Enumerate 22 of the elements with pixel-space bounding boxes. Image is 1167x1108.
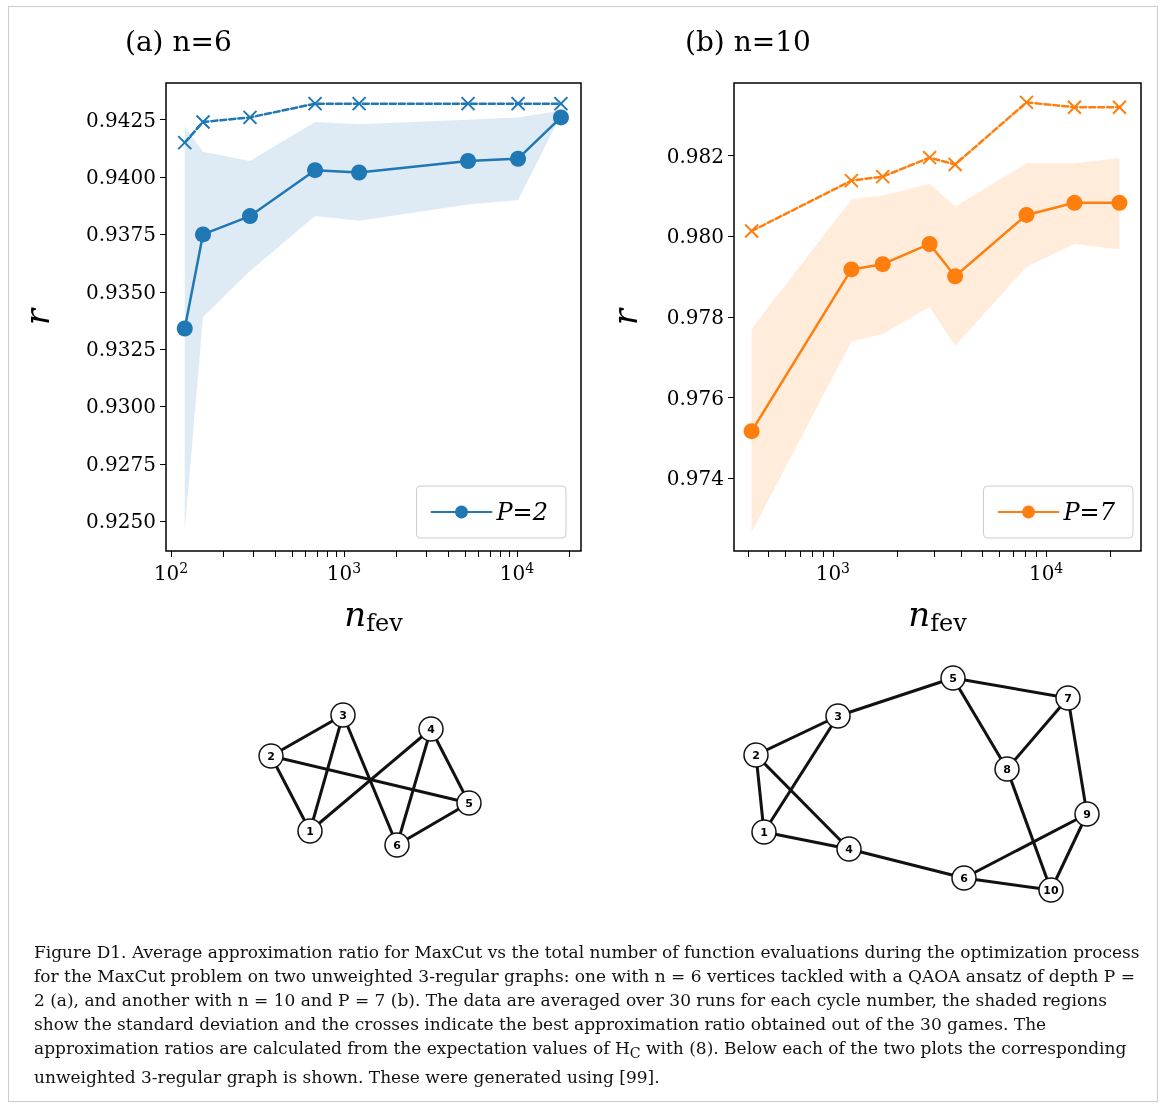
y-tick-label: 0.982: [666, 143, 724, 168]
caption: Figure D1. Average approximation ratio for MaxCut vs the total number of function evaluations during the optimization process for the MaxCut problem on two unweighted 3-regular graphs: one with n = 6 vertices tackled with a QAOA ansatz of depth P = 2 (a), and another with n = 10 and P = 7 (b). The data are averaged over 30 runs for each cycle number, the shaded regions show the standard deviation and the crosses indicate the best approximation ratio obtained out of the 30 games. The approximation ratios are calculated from the expectation values of H$_{C}$ with (8). Below each of the two plots the corresponding unweighted 3-regular graph is shown. These were generated using [99].: [34, 941, 1141, 1090]
y-tick-label: 0.9425: [86, 107, 156, 132]
y-tick-label: 0.978: [666, 305, 724, 329]
chart-title: (a) n=6: [125, 24, 232, 58]
y-tick-label: 0.9275: [86, 451, 156, 476]
legend-label: P=7: [1062, 498, 1116, 526]
y-tick-label: 0.9400: [86, 165, 156, 190]
y-tick-label: 0.9250: [86, 509, 156, 534]
y-tick-label: 0.976: [666, 385, 724, 410]
graph-diagram: 1 2 3 4 5 6 7 8 9 10: [743, 665, 1100, 903]
y-tick-label: 0.974: [666, 466, 724, 491]
y-tick-label: 0.980: [666, 224, 724, 249]
y-axis-title: r: [17, 307, 57, 326]
legend-label: P=2: [495, 498, 548, 526]
y-tick-label: 0.9325: [86, 337, 156, 362]
y-axis-title: r: [605, 307, 645, 326]
graph-diagram: 1 2 3 4 5 6: [258, 702, 482, 858]
y-tick-label: 0.9350: [86, 279, 156, 304]
y-tick-label: 0.9375: [86, 222, 156, 247]
y-tick-label: 0.9300: [86, 394, 156, 419]
chart-title: (b) n=10: [685, 24, 811, 58]
